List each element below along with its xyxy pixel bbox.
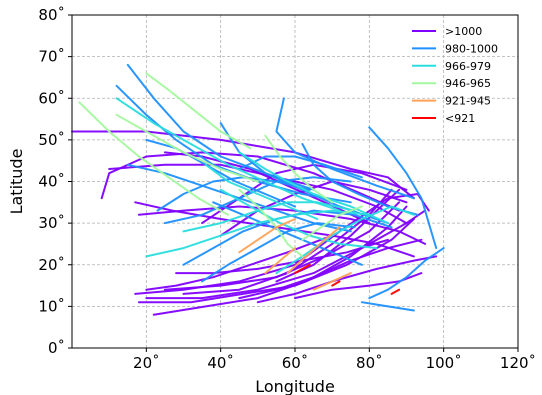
track-line	[312, 272, 352, 291]
track-line	[156, 176, 311, 212]
y-tick-label: 50˚	[38, 131, 65, 149]
y-tick-label: 0˚	[48, 339, 65, 357]
y-tick-label: 70˚	[38, 48, 65, 66]
y-tick-label: 40˚	[38, 173, 65, 191]
track-line	[294, 263, 311, 275]
track-line	[368, 126, 438, 250]
x-tick-label: 40˚	[207, 354, 234, 372]
x-axis-title: Longitude	[255, 377, 335, 395]
series-tracks	[71, 63, 445, 316]
track-line	[238, 218, 296, 254]
track-line	[212, 201, 363, 266]
track-line	[219, 180, 408, 237]
track-line	[201, 222, 356, 283]
axis-ticks: 20˚ 40˚ 60˚ 80˚ 100˚ 120˚ 0˚ 10˚ 20˚ 30˚ 40˚ 50˚ 60˚…	[38, 6, 536, 372]
track-line	[368, 247, 445, 300]
legend-label: 966-979	[445, 60, 491, 73]
track-line	[182, 201, 356, 233]
y-axis-title: Latitude	[7, 149, 26, 215]
track-line	[360, 301, 415, 312]
track-line	[201, 163, 408, 225]
track-line	[286, 226, 341, 275]
track-line	[219, 188, 378, 250]
track-line	[390, 288, 401, 295]
y-tick-label: 80˚	[38, 6, 65, 24]
track-line	[238, 238, 423, 300]
legend-label: 946-965	[445, 77, 491, 90]
x-tick-label: 20˚	[133, 354, 160, 372]
track-line	[78, 101, 230, 216]
track-line	[204, 163, 319, 220]
y-tick-label: 20˚	[38, 256, 65, 274]
track-line	[145, 209, 371, 258]
y-tick-label: 10˚	[38, 297, 65, 315]
track-line	[163, 201, 401, 291]
track-line	[238, 155, 363, 179]
track-line	[264, 247, 296, 275]
track-line	[100, 151, 401, 212]
x-tick-label: 60˚	[282, 354, 309, 372]
x-tick-label: 80˚	[356, 354, 383, 372]
track-line	[145, 72, 252, 150]
legend-label: <921	[445, 112, 475, 125]
legend-label: 980-1000	[445, 42, 498, 55]
track-line	[294, 272, 423, 300]
track-line	[275, 205, 415, 275]
track-line	[331, 280, 341, 287]
legend-label: 921-945	[445, 95, 491, 108]
track-line	[264, 134, 334, 204]
legend: >1000 980-1000 966-979 946-965 921-945 <921	[412, 25, 498, 125]
y-tick-label: 30˚	[38, 214, 65, 232]
y-tick-label: 60˚	[38, 89, 65, 107]
track-line	[256, 255, 438, 304]
track-line	[115, 113, 259, 183]
x-tick-label: 100˚	[426, 354, 462, 372]
legend-label: >1000	[445, 25, 482, 38]
track-line	[175, 238, 389, 275]
track-line	[301, 205, 363, 241]
grid	[72, 15, 518, 348]
track-line	[115, 97, 341, 212]
track-line	[152, 205, 408, 316]
track-line	[145, 138, 296, 208]
x-tick-label: 120˚	[500, 354, 536, 372]
